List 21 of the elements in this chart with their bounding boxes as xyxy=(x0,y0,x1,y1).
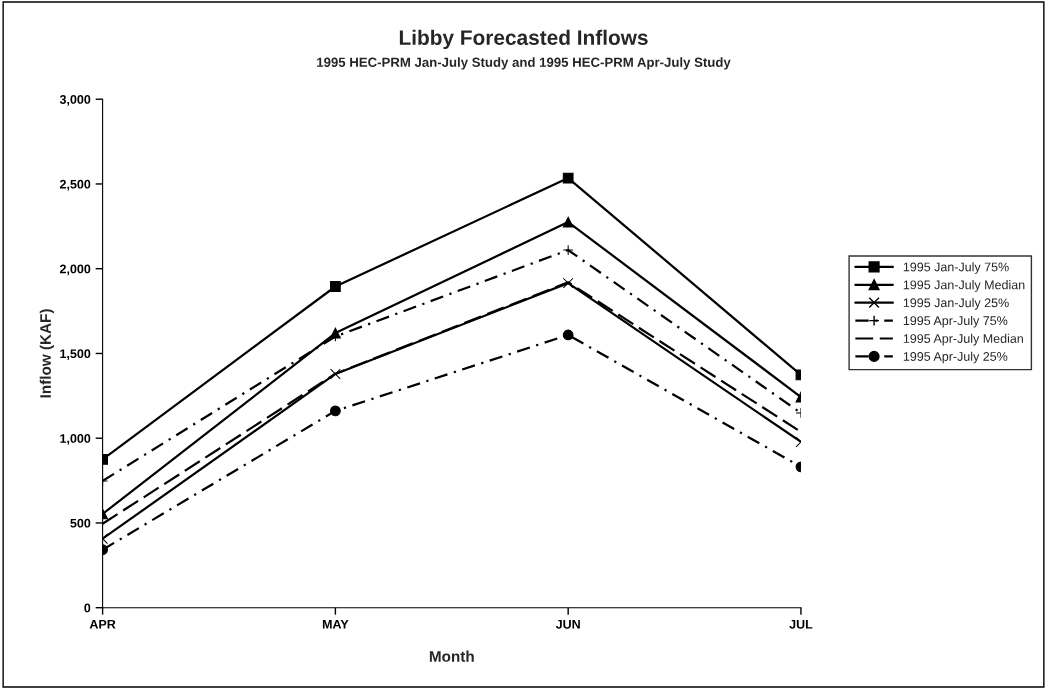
chart-subtitle: 1995 HEC-PRM Jan-July Study and 1995 HEC-PRM Apr-July Study xyxy=(317,57,731,70)
legend-label: 1995 Apr-July 75% xyxy=(903,315,1008,328)
x-tick-label: JUL xyxy=(789,619,813,629)
y-tick-label: 3,000 xyxy=(59,95,91,106)
x-axis-title: Month xyxy=(429,650,474,662)
x-tick-label: APR xyxy=(89,619,116,629)
y-tick-label: 1,500 xyxy=(60,349,91,360)
chart-title: Libby Forecasted Inflows xyxy=(399,29,648,50)
y-tick-label: 1,000 xyxy=(60,434,91,445)
y-tick-label: 0 xyxy=(84,603,91,613)
legend-label: 1995 Apr-July Median xyxy=(903,333,1023,346)
y-axis-title: Inflow (KAF) xyxy=(39,309,54,398)
x-tick-label: JUN xyxy=(555,619,580,629)
legend-label: 1995 Apr-July 25% xyxy=(903,351,1008,364)
legend-label: 1995 Jan-July Median xyxy=(903,280,1025,292)
x-tick-label: MAY xyxy=(322,619,349,629)
y-tick-label: 2,500 xyxy=(59,179,91,191)
legend-label: 1995 Jan-July 75% xyxy=(903,262,1009,274)
y-tick-label: 500 xyxy=(70,518,91,528)
y-tick-label: 2,000 xyxy=(59,264,91,276)
legend-label: 1995 Jan-July 25% xyxy=(903,298,1009,310)
